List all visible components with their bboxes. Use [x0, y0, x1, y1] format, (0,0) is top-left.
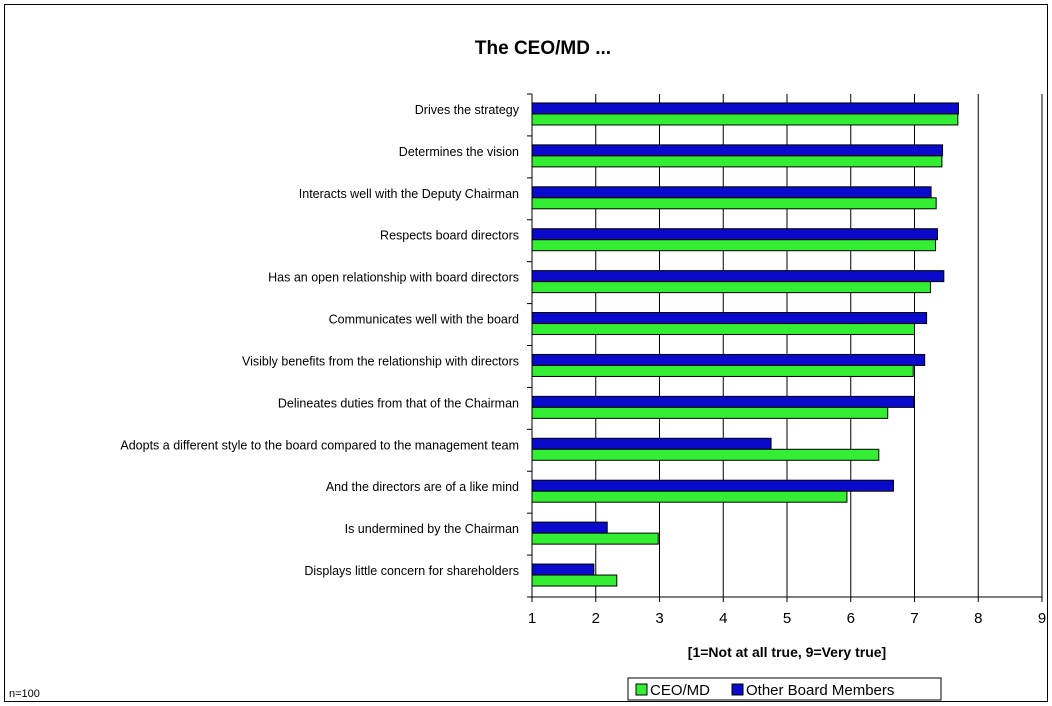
legend-box — [627, 677, 942, 701]
bar-ceo-md — [531, 197, 937, 210]
bar-other-board-members — [531, 186, 932, 199]
x-tick-label: 1 — [528, 610, 536, 627]
bar-other-board-members — [531, 353, 926, 366]
bar-other-board-members — [531, 479, 894, 492]
legend-swatch-board — [731, 683, 744, 696]
x-axis-label: [1=Not at all true, 9=Very true] — [688, 644, 886, 660]
bar-other-board-members — [531, 437, 772, 450]
bar-ceo-md — [531, 490, 848, 503]
category-label: And the directors are of a like mind — [326, 480, 519, 494]
x-tick-label: 2 — [592, 610, 600, 627]
x-tick-label: 7 — [910, 610, 918, 627]
bar-ceo-md — [531, 574, 618, 587]
bar-ceo-md — [531, 155, 943, 168]
sample-size-note: n=100 — [9, 688, 40, 700]
bar-other-board-members — [531, 228, 938, 241]
category-label: Communicates well with the board — [329, 313, 519, 327]
category-label: Displays little concern for shareholders — [304, 564, 519, 578]
bar-ceo-md — [531, 532, 659, 545]
category-label: Delineates duties from that of the Chair… — [278, 396, 519, 410]
x-tick-label: 5 — [783, 610, 791, 627]
category-label: Has an open relationship with board dire… — [268, 271, 519, 285]
bar-other-board-members — [531, 395, 915, 408]
category-label: Adopts a different style to the board co… — [120, 438, 519, 452]
bar-other-board-members — [531, 521, 608, 534]
x-tick-label: 3 — [655, 610, 663, 627]
category-label: Interacts well with the Deputy Chairman — [299, 187, 519, 201]
legend-label-ceo: CEO/MD — [650, 682, 710, 699]
x-tick-label: 9 — [1038, 610, 1046, 627]
bar-chart: The CEO/MD ... 1 2 3 4 5 6 7 8 9 Drives the strat… — [9, 38, 1046, 701]
x-tick-label: 6 — [847, 610, 855, 627]
category-label: Drives the strategy — [415, 103, 520, 117]
bar-ceo-md — [531, 406, 889, 419]
bar-ceo-md — [531, 448, 880, 461]
bar-other-board-members — [531, 312, 928, 325]
x-tick-label: 4 — [719, 610, 727, 627]
bar-other-board-members — [531, 270, 945, 283]
chart-title: The CEO/MD ... — [475, 38, 611, 59]
bar-other-board-members — [531, 563, 595, 576]
category-label: Respects board directors — [380, 229, 519, 243]
bar-ceo-md — [531, 239, 937, 252]
bar-ceo-md — [531, 281, 931, 294]
bar-ceo-md — [531, 323, 915, 336]
chart-frame: The CEO/MD ... 1 2 3 4 5 6 7 8 9 Drives the strat… — [4, 4, 1048, 702]
x-tick-label: 8 — [974, 610, 982, 627]
legend-swatch-ceo — [635, 683, 648, 696]
bar-other-board-members — [531, 144, 944, 157]
legend-label-board: Other Board Members — [746, 682, 894, 699]
legend: CEO/MD Other Board Members — [627, 677, 942, 701]
category-label: Determines the vision — [399, 145, 519, 159]
category-label: Visibly benefits from the relationship w… — [242, 354, 519, 368]
bar-other-board-members — [531, 102, 959, 115]
bar-ceo-md — [531, 113, 959, 126]
bar-ceo-md — [531, 364, 914, 377]
category-label: Is undermined by the Chairman — [345, 522, 519, 536]
